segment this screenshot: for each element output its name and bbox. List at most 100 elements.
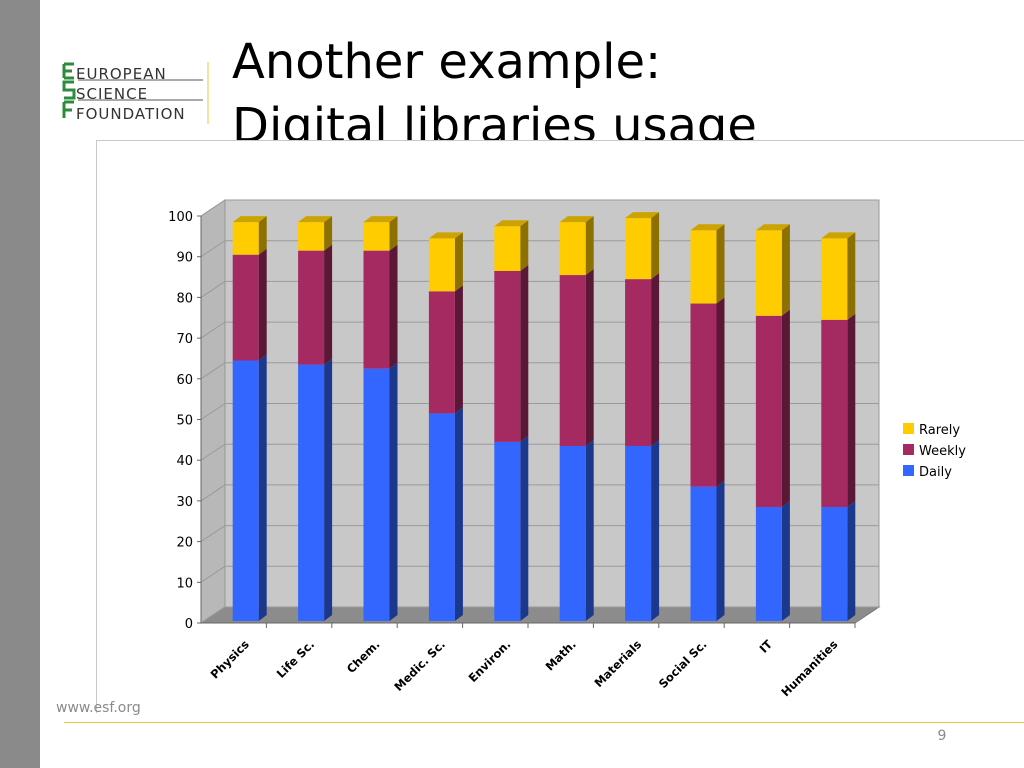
slide-title-line-1: Another example: <box>232 34 662 90</box>
bar-side-daily <box>847 501 856 621</box>
x-category-label: Environ. <box>466 637 514 685</box>
bar-segment-rarely <box>428 238 455 292</box>
bar-top-rarely <box>625 212 660 219</box>
gridline <box>200 362 879 380</box>
x-category-label: Social Sc. <box>656 637 710 691</box>
bar-side-daily <box>585 439 594 621</box>
bar-side-rarely <box>520 220 529 271</box>
bar-segment-rarely <box>821 238 848 320</box>
gridline <box>200 484 879 502</box>
bar-top-rarely <box>298 216 333 223</box>
bar-segment-weekly <box>821 319 848 508</box>
bar-top-rarely <box>821 232 856 239</box>
bar-top-rarely <box>232 216 267 223</box>
bar-segment-rarely <box>755 230 782 316</box>
y-tick-label: 20 <box>176 536 193 551</box>
legend-label-weekly: Weekly <box>919 444 966 459</box>
y-tick-label: 100 <box>168 210 193 225</box>
gridline <box>200 321 879 339</box>
esf-logo: EUROPEAN SCIENCE FOUNDATION <box>58 58 210 126</box>
bar-side-weekly <box>324 244 333 365</box>
bar-segment-weekly <box>363 250 390 369</box>
y-tick-label: 10 <box>176 576 193 591</box>
chart-frame: 0 10 20 30 40 50 60 70 80 90 100 Physics Life Sc. Che… <box>96 140 1024 713</box>
legend-swatch-daily <box>903 465 914 476</box>
bar-side-rarely <box>389 216 398 251</box>
y-tick-label: 40 <box>176 454 193 469</box>
bar-side-weekly <box>258 248 267 361</box>
bar-side-weekly <box>454 285 463 414</box>
bar-segment-weekly <box>494 270 521 442</box>
bar-side-daily <box>651 439 660 621</box>
footer-divider <box>64 722 1024 723</box>
bar-top-rarely <box>494 220 529 227</box>
bar-side-rarely <box>847 232 856 320</box>
bar-segment-weekly <box>232 254 259 361</box>
bar-side-weekly <box>847 313 856 508</box>
bar-segment-daily <box>232 360 259 621</box>
logo-text-1: EUROPEAN <box>76 65 167 83</box>
bar-segment-rarely <box>494 226 521 271</box>
bar-side-daily <box>454 407 463 621</box>
y-tick-label: 80 <box>176 291 193 306</box>
y-tick-label: 0 <box>185 617 193 632</box>
bar-segment-weekly <box>298 250 325 365</box>
bar-segment-daily <box>625 445 652 621</box>
bar-segment-rarely <box>363 222 390 251</box>
bar-side-weekly <box>716 297 725 487</box>
bar-segment-daily <box>363 368 390 621</box>
bar-side-weekly <box>520 264 529 442</box>
x-category-label: IT <box>757 637 776 656</box>
bar-top-rarely <box>428 232 463 239</box>
bar-side-rarely <box>454 232 463 292</box>
bar-side-daily <box>389 362 398 621</box>
y-tick-label: 30 <box>176 495 193 510</box>
bar-side-daily <box>258 354 267 621</box>
legend-swatch-weekly <box>903 444 914 455</box>
bar-top-rarely <box>690 224 725 231</box>
gridline <box>200 280 879 298</box>
bar-segment-weekly <box>428 291 455 414</box>
legend-label-daily: Daily <box>919 465 952 480</box>
bar-segment-daily <box>494 441 521 621</box>
footer-url: www.esf.org <box>56 700 141 716</box>
x-category-label: Math. <box>543 637 579 673</box>
gridline <box>200 525 879 543</box>
gridline <box>200 565 879 583</box>
bar-side-rarely <box>781 224 790 316</box>
bar-side-weekly <box>651 273 660 446</box>
bar-segment-weekly <box>559 275 586 446</box>
bar-side-daily <box>716 480 725 621</box>
bar-top-rarely <box>363 216 398 223</box>
y-tick-label: 60 <box>176 373 193 388</box>
bar-segment-rarely <box>625 218 652 280</box>
x-category-label: Life Sc. <box>274 637 318 681</box>
bar-top-rarely <box>559 216 594 223</box>
bar-side-weekly <box>389 244 398 369</box>
bar-side-daily <box>324 358 333 621</box>
bar-segment-rarely <box>559 222 586 276</box>
y-tick-label: 70 <box>176 332 193 347</box>
bar-segment-rarely <box>690 230 717 304</box>
bar-side-daily <box>781 501 790 621</box>
bar-side-weekly <box>585 269 594 446</box>
bar-segment-daily <box>755 507 782 621</box>
bar-segment-weekly <box>625 279 652 446</box>
gridline <box>200 403 879 420</box>
slide-title: Another example: Digital libraries usage <box>232 30 757 158</box>
bar-side-daily <box>520 435 529 621</box>
bar-side-rarely <box>651 212 660 280</box>
bar-side-rarely <box>324 216 333 251</box>
bar-side-rarely <box>585 216 594 276</box>
bar-segment-daily <box>559 445 586 621</box>
y-tick-label: 90 <box>176 251 193 266</box>
bar-segment-daily <box>428 413 455 621</box>
gridline <box>200 240 879 258</box>
stacked-bar-chart: 0 10 20 30 40 50 60 70 80 90 100 Physics Life Sc. Che… <box>168 199 966 699</box>
bar-segment-daily <box>821 507 848 621</box>
page-number: 9 <box>937 728 947 744</box>
logo-text-2: SCIENCE <box>76 85 148 103</box>
gridline <box>200 606 879 624</box>
bar-segment-weekly <box>690 303 717 487</box>
bar-side-weekly <box>781 309 790 508</box>
